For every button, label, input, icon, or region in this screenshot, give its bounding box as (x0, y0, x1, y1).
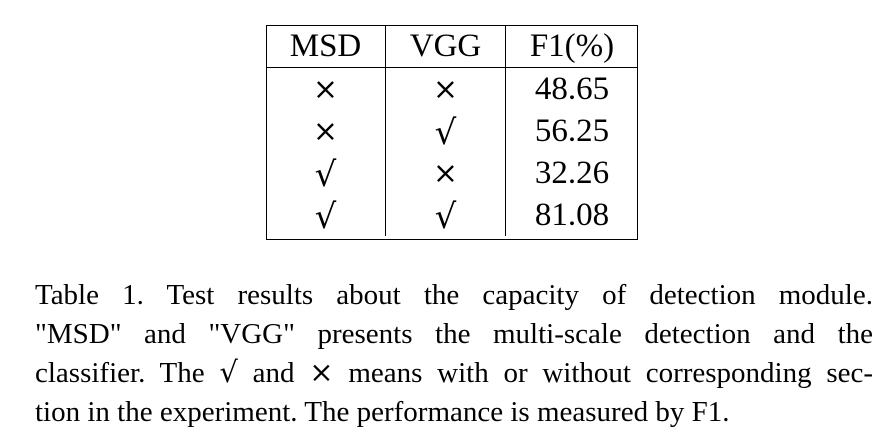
caption-text: means with or without corresponding sec- (348, 357, 874, 389)
header-f1: F1(%) (505, 25, 638, 68)
cell-vgg: × (385, 67, 506, 110)
header-msd: MSD (266, 25, 386, 68)
check-icon: √ (314, 154, 337, 195)
cell-vgg: √ (385, 110, 506, 153)
caption-text: and (252, 357, 295, 389)
cross-icon: × (312, 71, 339, 107)
cell-f1: 56.25 (534, 112, 610, 149)
check-icon: √ (314, 196, 337, 237)
cell-f1: 81.08 (534, 196, 610, 233)
table-row: √ √ 81.08 (266, 194, 638, 236)
cross-icon: × (312, 113, 339, 149)
cross-icon: × (432, 155, 459, 191)
caption-line-4: tion in the experiment. The performance … (35, 395, 730, 428)
caption-line-3: classifier. The √ and × means with or wi… (35, 353, 873, 393)
check-icon: √ (434, 196, 457, 237)
table-caption: Table 1. Test results about the capacity… (35, 276, 873, 431)
caption-line-1: Table 1. Test results about the capacity… (35, 279, 873, 311)
cross-icon: × (432, 71, 459, 107)
caption-line-2: "MSD" and "VGG" presents the multi-scale… (35, 317, 873, 350)
cell-vgg: × (385, 152, 506, 194)
table-row: √ × 32.26 (266, 152, 638, 194)
cross-icon: × (309, 355, 334, 389)
cell-f1: 32.26 (534, 154, 610, 191)
check-icon: √ (434, 112, 457, 153)
cell-msd: √ (266, 152, 386, 194)
results-table: MSD VGG F1(%) × × 48.65 × √ 56.25 √ × 32… (266, 25, 638, 236)
table-header-row: MSD VGG F1(%) (266, 25, 638, 68)
table-row: × √ 56.25 (266, 110, 638, 152)
header-vgg: VGG (385, 25, 506, 68)
cell-msd: √ (266, 194, 386, 236)
cell-f1: 48.65 (534, 70, 610, 107)
caption-text: classifier. The (35, 357, 205, 389)
table-row: × × 48.65 (266, 67, 638, 110)
check-icon: √ (219, 355, 238, 389)
cell-vgg: √ (385, 194, 506, 237)
cell-msd: × (266, 67, 386, 110)
cell-msd: × (266, 110, 386, 152)
